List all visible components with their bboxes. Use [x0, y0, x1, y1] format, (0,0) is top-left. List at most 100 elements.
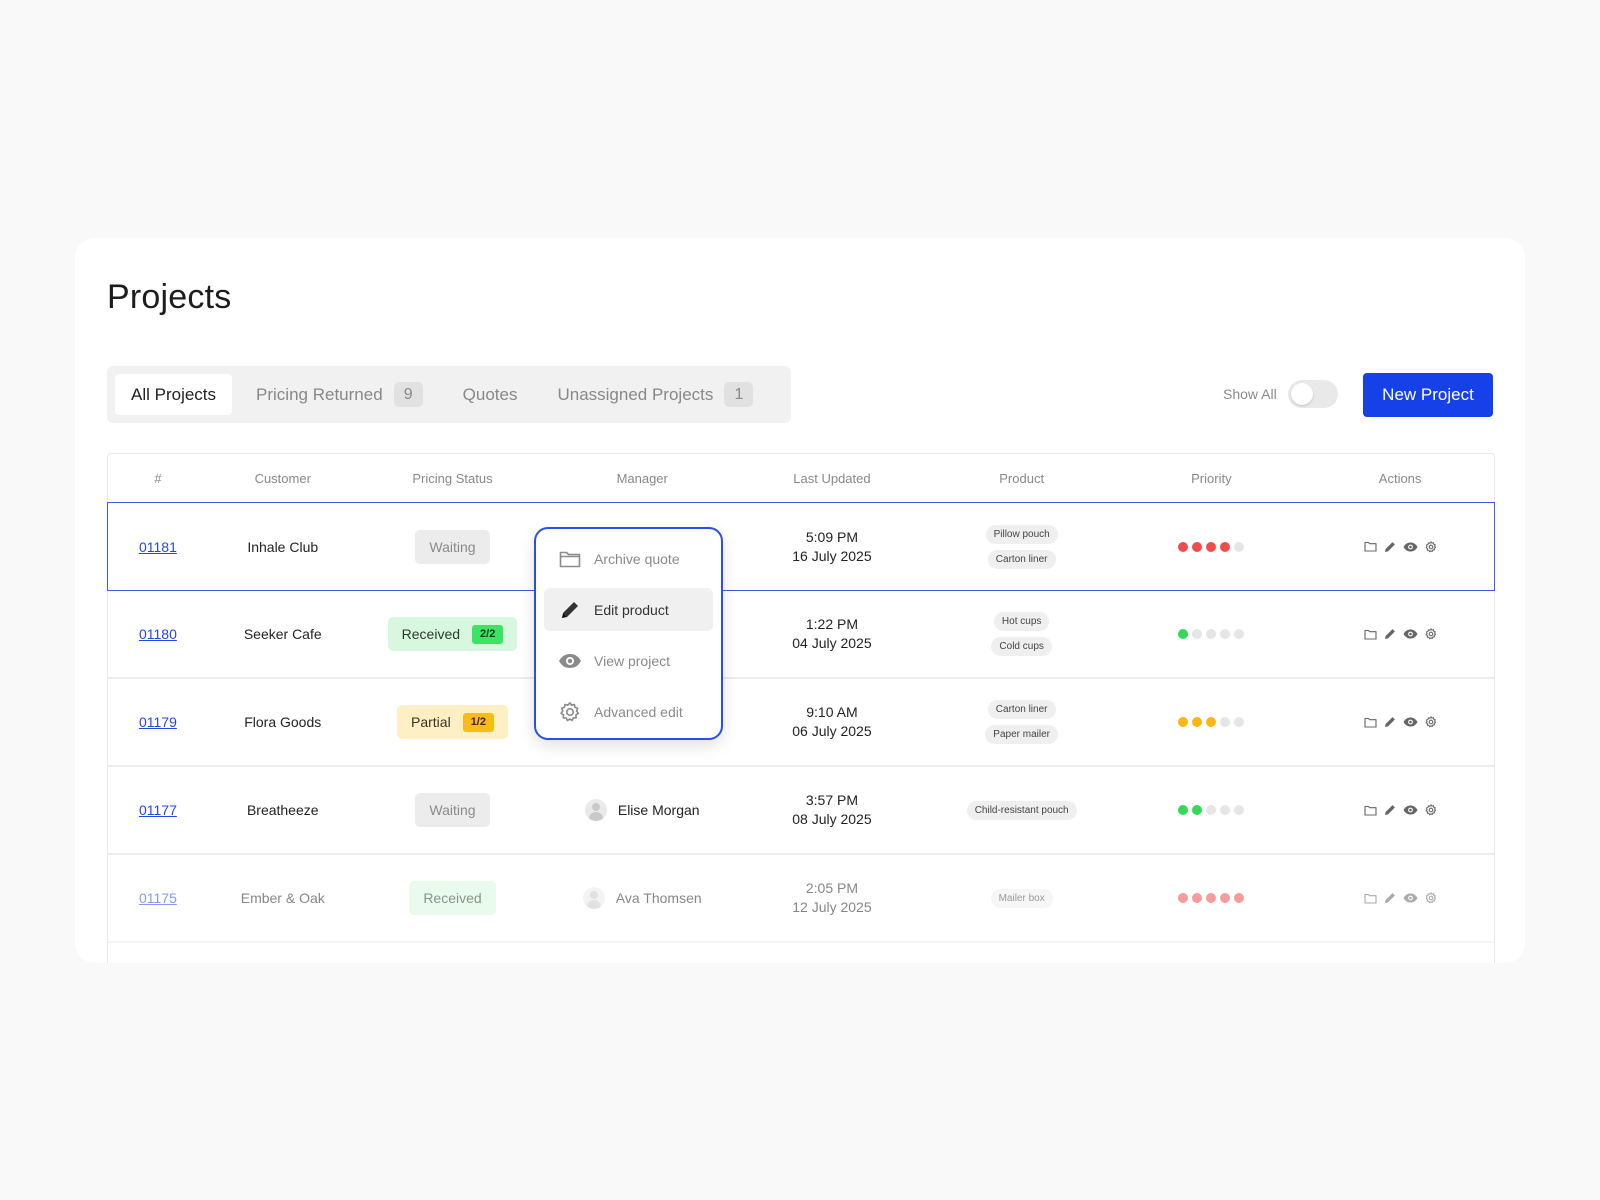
show-all-toggle[interactable]: [1288, 380, 1338, 408]
gear-icon[interactable]: [1425, 716, 1437, 728]
menu-item-label: Edit product: [594, 601, 669, 618]
priority-dot: [1206, 717, 1217, 727]
menu-item-advanced-edit[interactable]: Advanced edit: [544, 690, 713, 733]
table-header: # Customer Pricing Status Manager Last U…: [108, 454, 1494, 503]
eye-icon[interactable]: [1403, 893, 1418, 903]
eye-icon[interactable]: [1403, 805, 1418, 815]
tab-unassigned-projects[interactable]: Unassigned Projects 1: [541, 374, 769, 415]
avatar: [582, 887, 605, 909]
tab-all-projects[interactable]: All Projects: [115, 374, 233, 415]
avatar: [584, 799, 607, 821]
product-list: Child-resistant pouch: [927, 798, 1117, 823]
status-fraction: 2/2: [472, 624, 504, 644]
pencil-icon[interactable]: [1384, 541, 1396, 553]
projects-table: # Customer Pricing Status Manager Last U…: [107, 453, 1495, 963]
priority-dot: [1234, 717, 1245, 727]
column-header: #: [154, 470, 162, 486]
updated-time: 5:09 PM: [805, 528, 858, 545]
priority-dot: [1220, 541, 1231, 552]
product-chip: Paper mailer: [985, 725, 1058, 744]
show-all-label: Show All: [1223, 386, 1277, 402]
priority-dot: [1192, 717, 1203, 727]
menu-item-edit-product[interactable]: Edit product: [544, 588, 713, 631]
status-label: Partial: [411, 714, 451, 730]
status-label: Waiting: [429, 802, 476, 818]
menu-item-archive-quote[interactable]: Archive quote: [544, 537, 713, 580]
last-updated: 9:10 AM 06 July 2025: [792, 703, 871, 741]
product-list: Hot cups Cold cups: [927, 609, 1117, 659]
column-header: Priority: [1191, 470, 1232, 486]
priority-dot: [1234, 541, 1245, 552]
priority-dot: [1234, 893, 1245, 903]
pricing-status-badge: Waiting: [415, 793, 490, 827]
priority-indicator: [1178, 893, 1245, 903]
updated-time: 9:10 AM: [806, 704, 858, 720]
row-actions: [1364, 716, 1437, 728]
manager-name: Elise Morgan: [617, 802, 700, 818]
menu-item-view-project[interactable]: View project: [544, 639, 713, 682]
project-id-link[interactable]: 01175: [138, 890, 177, 906]
updated-time: 2:05 PM: [805, 880, 858, 896]
new-project-button[interactable]: New Project: [1363, 373, 1493, 417]
priority-dot: [1220, 805, 1231, 815]
menu-item-label: Advanced edit: [594, 703, 683, 720]
tab-label: All Projects: [131, 384, 217, 404]
pricing-status-badge: Received 2/2: [387, 617, 518, 651]
updated-time: 3:57 PM: [805, 792, 858, 808]
product-chip: Carton liner: [987, 700, 1056, 719]
table-body: 01181 Inhale Club Waiting 5:09 PM 16 July 20…: [107, 502, 1495, 943]
table-row[interactable]: 01177 Breatheeze Waiting Elise Morgan 3:57 P…: [108, 767, 1494, 855]
priority-indicator: [1178, 629, 1245, 639]
priority-indicator: [1178, 541, 1245, 552]
updated-date: 08 July 2025: [792, 811, 872, 827]
manager: Ava Thomsen: [582, 887, 702, 909]
pencil-icon: [558, 598, 582, 622]
gear-icon[interactable]: [1425, 804, 1437, 816]
pencil-icon[interactable]: [1384, 892, 1396, 904]
eye-icon[interactable]: [1403, 629, 1418, 639]
product-chip: Mailer box: [990, 888, 1053, 908]
folder-icon[interactable]: [1364, 629, 1377, 640]
pencil-icon[interactable]: [1384, 628, 1396, 640]
folder-icon[interactable]: [1364, 893, 1377, 904]
project-id-link[interactable]: 01179: [138, 714, 177, 730]
tab-quotes[interactable]: Quotes: [447, 374, 534, 415]
priority-indicator: [1178, 717, 1245, 727]
priority-dot: [1220, 717, 1231, 727]
project-id-link[interactable]: 01181: [138, 538, 177, 555]
folder-icon[interactable]: [1364, 541, 1377, 552]
table-row[interactable]: 01179 Flora Goods Partial 1/2 9:10 AM 06 July…: [108, 679, 1494, 767]
menu-item-label: View project: [594, 652, 671, 669]
folder-icon[interactable]: [1364, 805, 1377, 816]
table-row[interactable]: 01180 Seeker Cafe Received 2/2 1:22 PM 04 Jul…: [108, 591, 1494, 679]
status-label: Waiting: [429, 538, 476, 555]
gear-icon[interactable]: [1425, 628, 1437, 640]
projects-card: Projects All Projects Pricing Returned 9…: [75, 238, 1525, 963]
project-id-link[interactable]: 01180: [138, 626, 177, 642]
gear-icon[interactable]: [1425, 892, 1437, 904]
updated-time: 1:22 PM: [805, 616, 858, 632]
pencil-icon[interactable]: [1384, 716, 1396, 728]
priority-dot: [1192, 629, 1203, 639]
row-actions: [1364, 628, 1437, 640]
priority-dot: [1178, 541, 1189, 552]
project-id-link[interactable]: 01177: [138, 802, 177, 818]
gear-icon[interactable]: [1425, 540, 1437, 553]
eye-icon: [558, 649, 582, 673]
pricing-status-badge: Waiting: [415, 529, 490, 564]
last-updated: 2:05 PM 12 July 2025: [792, 879, 871, 917]
column-header: Customer: [254, 470, 311, 486]
tab-pricing-returned[interactable]: Pricing Returned 9: [240, 374, 439, 415]
priority-indicator: [1178, 805, 1245, 815]
table-row[interactable]: 01175 Ember & Oak Received Ava Thomsen 2:05 …: [108, 855, 1494, 943]
row-context-menu: Archive quote Edit product View project …: [534, 527, 723, 740]
updated-date: 04 July 2025: [792, 635, 872, 651]
eye-icon[interactable]: [1403, 542, 1418, 552]
manager: Elise Morgan: [584, 799, 700, 821]
folder-icon[interactable]: [1364, 717, 1377, 728]
table-row[interactable]: 01181 Inhale Club Waiting 5:09 PM 16 July 20…: [107, 502, 1495, 591]
pencil-icon[interactable]: [1384, 804, 1396, 816]
column-header: Pricing Status: [412, 470, 493, 486]
product-list: Mailer box: [927, 886, 1117, 911]
eye-icon[interactable]: [1403, 717, 1418, 727]
